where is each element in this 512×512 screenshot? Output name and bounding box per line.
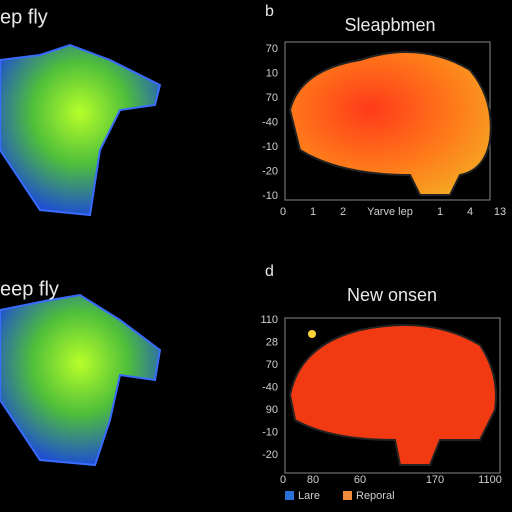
- legend-label: Reporal: [356, 490, 395, 502]
- y-tick-label: -20: [262, 449, 278, 461]
- y-tick-label: 28: [266, 336, 278, 348]
- y-tick-label: 70: [266, 359, 278, 371]
- y-tick-label: 70: [266, 43, 278, 55]
- y-tick-label: -40: [262, 381, 278, 393]
- panel-title: ep fly: [0, 6, 48, 28]
- x-tick-label: Yarve lep: [367, 206, 413, 218]
- axes-box: [284, 317, 501, 474]
- y-tick-label: -40: [262, 116, 278, 128]
- x-tick-label: 13: [494, 206, 506, 218]
- x-tick-label: 1100: [478, 474, 502, 486]
- brain-heatmap: [288, 324, 497, 466]
- x-tick-label: 0: [280, 474, 286, 486]
- y-tick-label: 10: [266, 67, 278, 79]
- y-tick-label: 110: [260, 314, 278, 326]
- y-tick-label: -10: [262, 190, 278, 202]
- y-tick-label: 70: [266, 92, 278, 104]
- y-tick-label: -20: [262, 165, 278, 177]
- x-tick-label: 1: [310, 206, 316, 218]
- legend-swatch: [285, 491, 294, 500]
- x-tick-label: 2: [340, 206, 346, 218]
- panel-title: New onsen: [347, 285, 437, 305]
- y-tick-label: 90: [266, 404, 278, 416]
- x-tick-label: 60: [354, 474, 366, 486]
- y-tick-label: -10: [262, 426, 278, 438]
- x-tick-label: 1: [437, 206, 443, 218]
- legend-swatch: [343, 491, 352, 500]
- panel-label: d: [265, 263, 274, 280]
- highlight: [308, 330, 316, 338]
- legend-label: Lare: [298, 490, 320, 502]
- x-tick-label: 170: [426, 474, 444, 486]
- x-tick-label: 0: [280, 206, 286, 218]
- fly-image: [0, 43, 162, 467]
- x-tick-label: 80: [307, 474, 319, 486]
- panel-label: b: [265, 3, 274, 20]
- x-tick-label: 4: [467, 206, 473, 218]
- panel-title: eep fly: [0, 278, 59, 300]
- panel-title: Sleapbmen: [344, 15, 435, 35]
- brain-heatmap: [288, 51, 492, 196]
- y-tick-label: -10: [262, 141, 278, 153]
